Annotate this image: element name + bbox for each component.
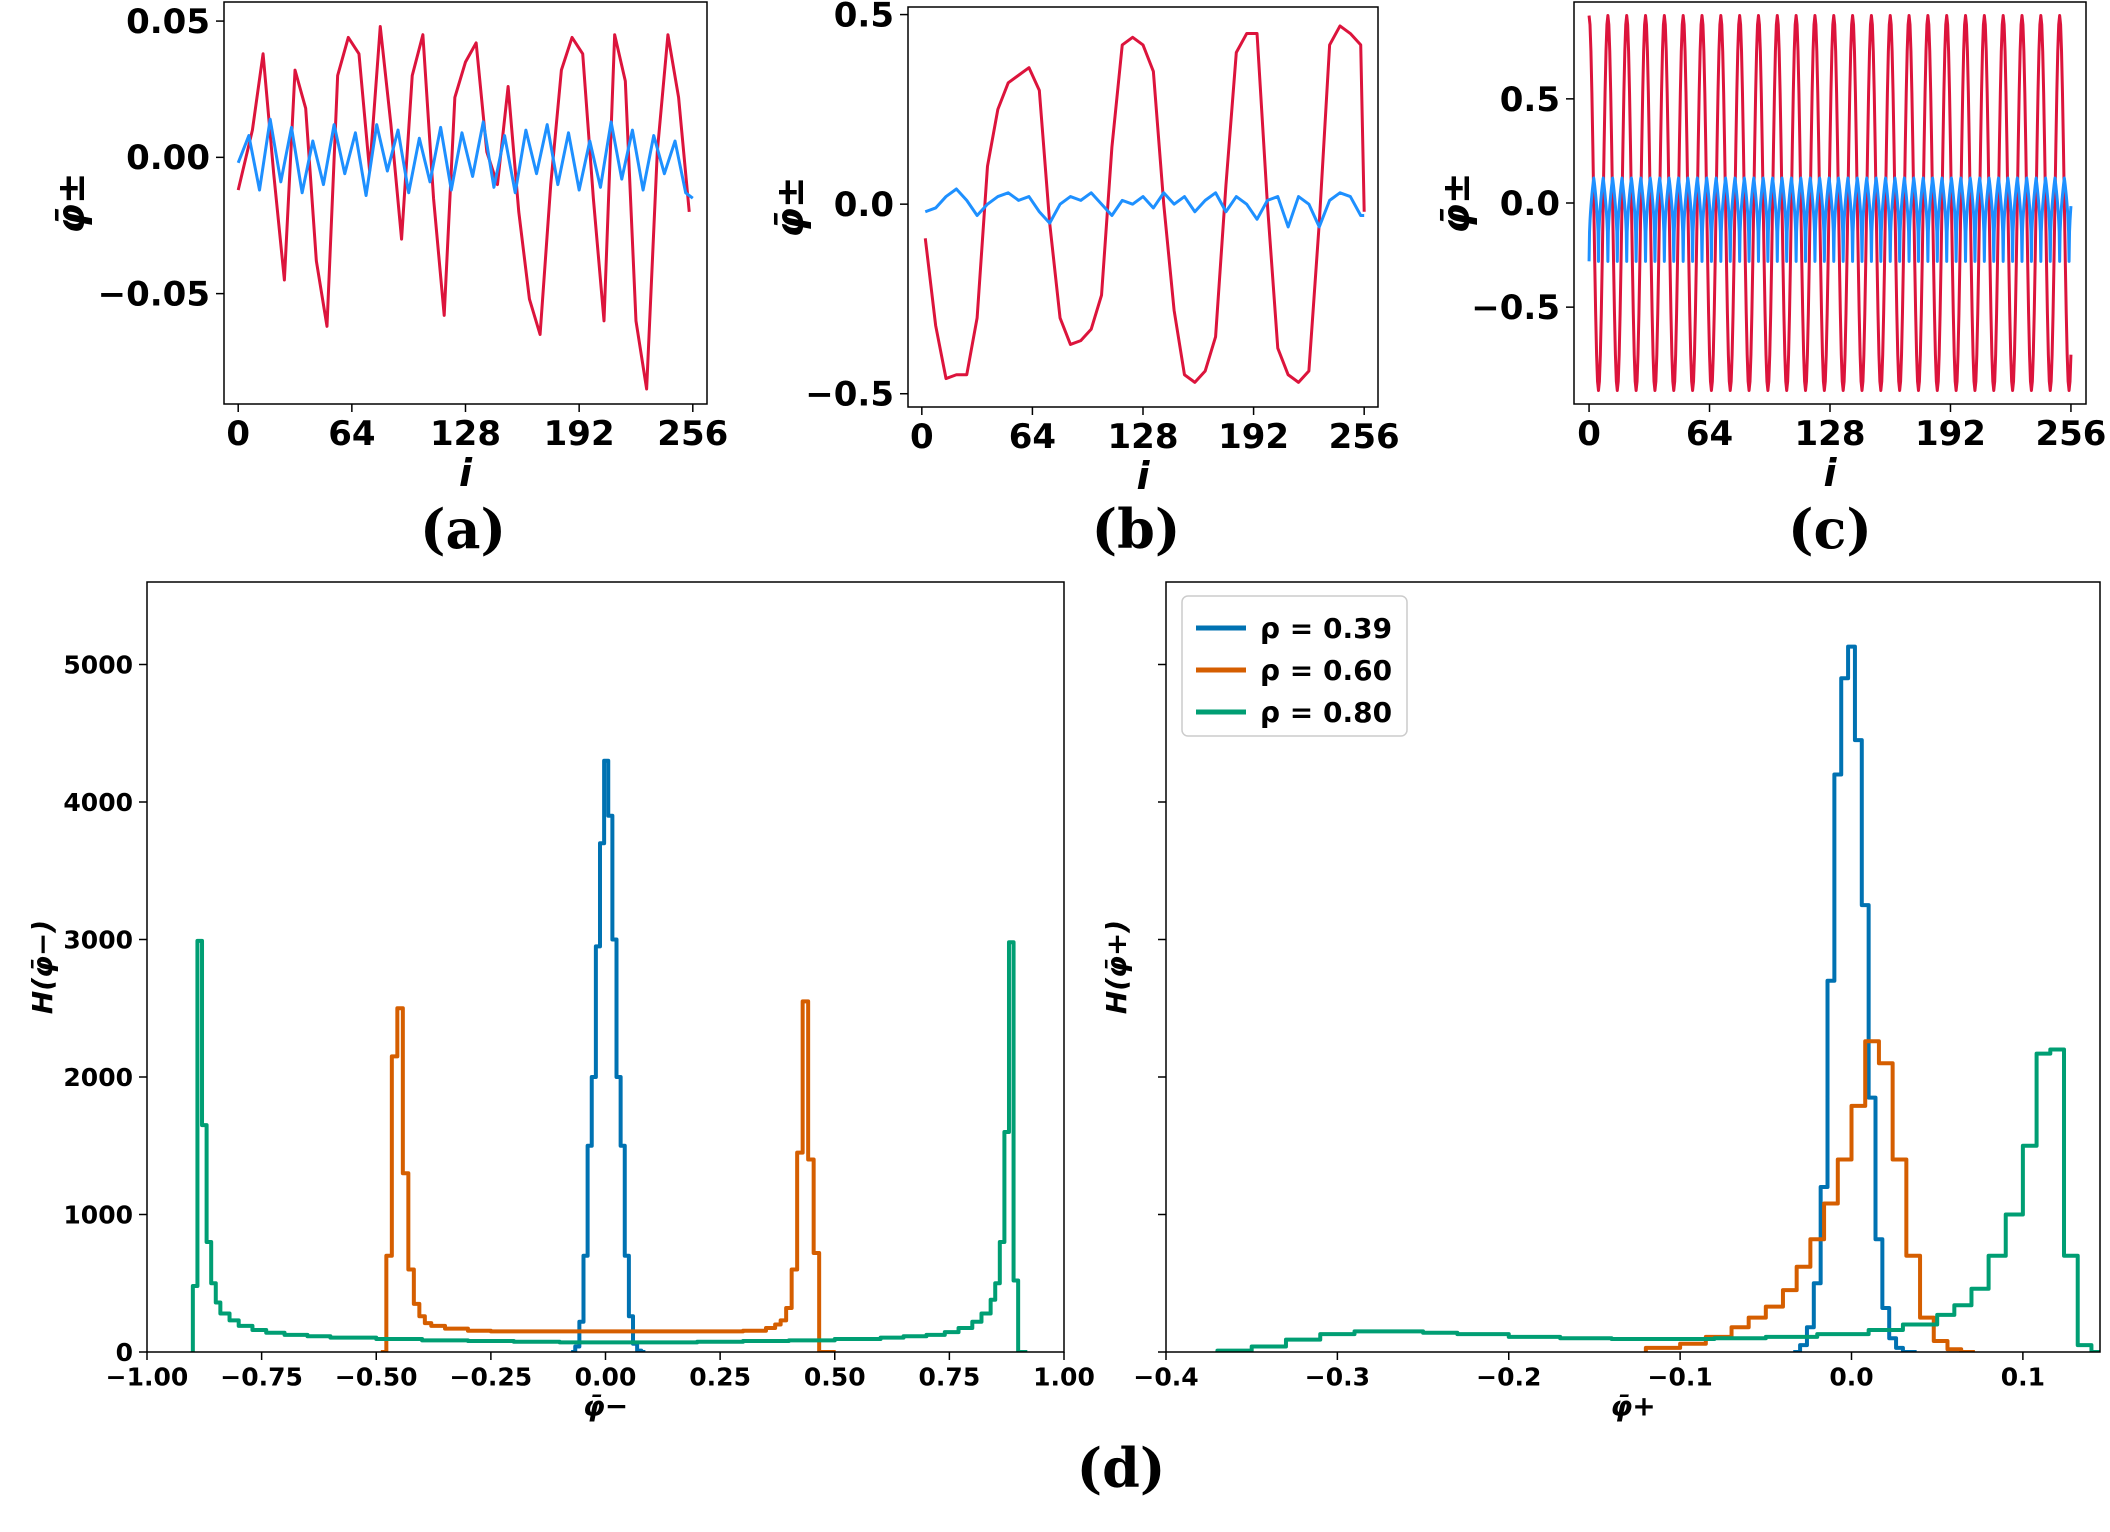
series-line-rho_080 [1215, 1047, 2100, 1352]
y-tick-label: 0.0 [834, 185, 894, 225]
legend-label: ρ = 0.80 [1260, 696, 1392, 729]
x-tick-label: 192 [1218, 417, 1289, 457]
y-axis-label: H(φ̄+) [1100, 920, 1133, 1014]
series-line-rho_060 [1643, 1039, 1975, 1352]
plot-frame [1165, 581, 2101, 1353]
chart-panel-d-left: −1.00 −0.75 −0.50 −0.25 0.00 0.25 0.50 0.75 1.00… [26, 581, 1095, 1423]
series-group [236, 25, 694, 391]
y-axis-label: H(φ̄−) [26, 920, 59, 1014]
y-tick-label: 0 [116, 1338, 133, 1367]
y-tick-label: 0.00 [126, 138, 210, 178]
x-axis-label: i [1136, 454, 1150, 498]
y-tick-label: 2000 [63, 1063, 133, 1092]
x-tick-label: −0.1 [1648, 1362, 1713, 1391]
x-tick-label: 0 [910, 417, 934, 457]
series-line-minus_series [923, 24, 1366, 384]
legend-frame [1181, 595, 1408, 737]
x-tick-label: −0.50 [335, 1362, 418, 1391]
x-tick-label: 128 [1795, 414, 1866, 454]
x-axis-label: φ̄+ [1610, 1390, 1655, 1423]
series-group [1215, 644, 2100, 1352]
y-tick-label: 0.0 [1500, 184, 1560, 224]
y-tick-label: 4000 [63, 788, 133, 817]
x-tick-label: −0.2 [1476, 1362, 1541, 1391]
x-tick-label: 0.75 [919, 1362, 981, 1391]
y-tick-label: −0.5 [1471, 288, 1560, 328]
x-tick-label: −0.3 [1305, 1362, 1370, 1391]
x-tick-label: 192 [1915, 414, 1986, 454]
x-axis-label: i [459, 451, 473, 495]
series-line-rho_039 [571, 758, 646, 1352]
x-axis-label: φ̄− [583, 1390, 628, 1423]
y-tick-label: 3000 [63, 925, 133, 954]
series-line-minus_series [1587, 14, 2073, 392]
x-tick-label: 256 [657, 414, 728, 454]
panel-label: (c) [1788, 497, 1872, 561]
x-tick-label: 0.25 [689, 1362, 751, 1391]
chart-panel-b: 0 64 128 192 256 −0.5 0.0 0.5 i φ̄± (b) [768, 0, 1400, 561]
y-tick-label: −0.05 [98, 275, 210, 315]
chart-panel-a: 0 64 128 192 256 −0.05 0.00 0.05 i φ̄± (a) [49, 1, 728, 561]
series-line-plus_series [236, 117, 694, 200]
y-axis-label: φ̄± [768, 176, 812, 238]
x-tick-label: 256 [1329, 417, 1400, 457]
y-tick-label: 5000 [63, 650, 133, 679]
x-tick-label: 0 [1577, 414, 1601, 454]
x-tick-label: 64 [1686, 414, 1733, 454]
x-tick-label: 128 [1108, 417, 1179, 457]
x-tick-label: 192 [544, 414, 615, 454]
x-tick-label: 0.0 [1829, 1362, 1873, 1391]
chart-panel-c: 0 64 128 192 256 −0.5 0.0 0.5 i φ̄± (c) [1434, 1, 2106, 561]
series-line-minus_series [236, 25, 691, 391]
y-tick-label: 0.5 [1500, 80, 1560, 120]
y-axis-label: φ̄± [1434, 172, 1478, 234]
legend-label: ρ = 0.39 [1260, 612, 1392, 645]
x-axis-label: i [1823, 451, 1837, 495]
series-line-plus_series [1587, 176, 2073, 263]
legend: ρ = 0.39 ρ = 0.60 ρ = 0.80 [1181, 595, 1408, 737]
x-tick-label: 128 [430, 414, 501, 454]
y-tick-label: 0.5 [834, 0, 894, 35]
panel-label: (a) [420, 497, 506, 561]
x-tick-label: −0.4 [1133, 1362, 1198, 1391]
series-group [923, 24, 1366, 384]
series-group [190, 758, 1028, 1352]
y-tick-label: −0.5 [805, 375, 894, 415]
chart-panel-d-right: −0.4 −0.3 −0.2 −0.1 0.0 0.1φ̄+H(φ̄+)ρ = 0.39ρ… [1077, 581, 2101, 1500]
x-tick-label: 64 [328, 414, 375, 454]
x-tick-label: −0.75 [220, 1362, 303, 1391]
x-tick-label: 0 [226, 414, 250, 454]
y-tick-label: 0.05 [126, 2, 210, 42]
y-tick-label: 1000 [63, 1200, 133, 1229]
series-line-plus_series [924, 187, 1365, 229]
series-line-rho_039 [1793, 644, 1917, 1352]
x-tick-label: 0.50 [804, 1362, 866, 1391]
x-tick-label: 0.1 [2001, 1362, 2045, 1391]
series-line-rho_080 [190, 938, 1028, 1352]
x-tick-label: −1.00 [106, 1362, 189, 1391]
legend-label: ρ = 0.60 [1260, 654, 1392, 687]
x-tick-label: 0.00 [575, 1362, 637, 1391]
series-group [1587, 14, 2073, 392]
x-tick-label: −0.25 [450, 1362, 533, 1391]
panel-label: (b) [1092, 497, 1181, 561]
x-tick-label: 1.00 [1033, 1362, 1095, 1391]
y-axis-label: φ̄± [49, 172, 93, 234]
series-line-rho_060 [380, 999, 836, 1352]
x-tick-label: 256 [2035, 414, 2106, 454]
x-tick-label: 64 [1009, 417, 1056, 457]
panel-label: (d) [1077, 1436, 1166, 1500]
